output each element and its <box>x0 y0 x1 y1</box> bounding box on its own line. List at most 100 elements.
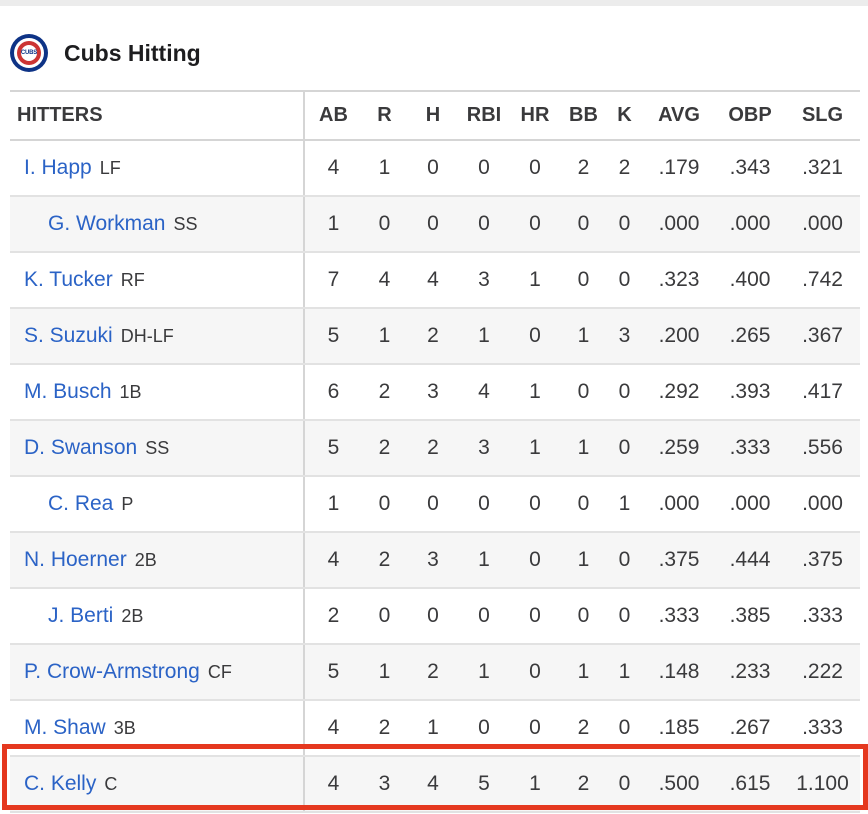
stat-avg: .000 <box>643 476 715 533</box>
player-name-link[interactable]: J. Berti <box>48 604 114 627</box>
stat-h: 0 <box>407 588 459 645</box>
stat-r: 2 <box>362 420 407 477</box>
stat-k: 0 <box>606 364 643 421</box>
col-header-bb[interactable]: BB <box>561 90 606 141</box>
player-name-link[interactable]: S. Suzuki <box>24 324 113 347</box>
table-row: N. Hoerner 2B 4 2 3 1 0 1 0.375.444.375 <box>10 532 860 589</box>
stat-k: 0 <box>606 700 643 757</box>
stat-ab: 4 <box>304 756 362 813</box>
stat-hr: 1 <box>509 364 561 421</box>
col-header-avg[interactable]: AVG <box>643 90 715 141</box>
stat-slg: .417 <box>785 364 860 421</box>
player-name-link[interactable]: D. Swanson <box>24 436 138 459</box>
stat-k: 0 <box>606 420 643 477</box>
table-row: G. Workman SS 1 0 0 0 0 0 0.000.000.000 <box>10 196 860 253</box>
col-header-h[interactable]: H <box>407 90 459 141</box>
stat-hr: 0 <box>509 476 561 533</box>
stat-bb: 1 <box>561 420 606 477</box>
table-row: P. Crow-Armstrong CF 5 1 2 1 0 1 1.148.233.222 <box>10 644 860 701</box>
stat-slg: 1.100 <box>785 756 860 813</box>
col-header-obp[interactable]: OBP <box>715 90 785 141</box>
col-header-rbi[interactable]: RBI <box>459 90 509 141</box>
player-name-link[interactable]: C. Rea <box>48 492 114 515</box>
table-row: M. Busch 1B 6 2 3 4 1 0 0.292.393.417 <box>10 364 860 421</box>
team-header: CUBS Cubs Hitting <box>10 33 201 73</box>
cubs-logo-icon: CUBS <box>10 34 48 72</box>
stat-bb: 0 <box>561 588 606 645</box>
stat-bb: 0 <box>561 476 606 533</box>
stat-h: 4 <box>407 252 459 309</box>
hitter-cell: I. Happ LF <box>10 140 305 197</box>
hitter-cell: J. Berti 2B <box>10 588 305 645</box>
stat-bb: 0 <box>561 364 606 421</box>
col-header-hitters[interactable]: HITTERS <box>10 90 305 141</box>
hitter-cell: M. Shaw 3B <box>10 700 305 757</box>
player-position: CF <box>207 662 232 682</box>
player-name-link[interactable]: P. Crow-Armstrong <box>24 660 200 683</box>
stat-slg: .333 <box>785 700 860 757</box>
player-name-link[interactable]: C. Kelly <box>24 772 97 795</box>
stat-r: 1 <box>362 140 407 197</box>
stat-ab: 4 <box>304 700 362 757</box>
stat-slg: .321 <box>785 140 860 197</box>
player-name-link[interactable]: N. Hoerner <box>24 548 127 571</box>
stat-rbi: 3 <box>459 420 509 477</box>
stat-ab: 5 <box>304 644 362 701</box>
col-header-ab[interactable]: AB <box>304 90 362 141</box>
stat-ab: 7 <box>304 252 362 309</box>
stat-ab: 5 <box>304 308 362 365</box>
hitter-cell: M. Busch 1B <box>10 364 305 421</box>
col-header-slg[interactable]: SLG <box>785 90 860 141</box>
player-position: P <box>121 494 134 514</box>
stat-h: 2 <box>407 644 459 701</box>
stat-k: 0 <box>606 252 643 309</box>
player-name-link[interactable]: M. Shaw <box>24 716 106 739</box>
logo-text: CUBS <box>21 45 37 61</box>
stat-h: 4 <box>407 756 459 813</box>
stat-k: 0 <box>606 532 643 589</box>
hitting-table: HITTERS AB R H RBI HR BB K AVG OBP SLG I… <box>10 90 860 813</box>
player-name-link[interactable]: M. Busch <box>24 380 112 403</box>
stat-avg: .148 <box>643 644 715 701</box>
stat-hr: 0 <box>509 532 561 589</box>
stat-bb: 1 <box>561 308 606 365</box>
player-position: 2B <box>121 606 144 626</box>
stat-k: 0 <box>606 196 643 253</box>
col-header-k[interactable]: K <box>606 90 643 141</box>
stat-r: 0 <box>362 196 407 253</box>
player-position: C <box>104 774 118 794</box>
stat-hr: 1 <box>509 420 561 477</box>
stat-bb: 0 <box>561 196 606 253</box>
stat-slg: .222 <box>785 644 860 701</box>
stat-avg: .000 <box>643 196 715 253</box>
stat-rbi: 1 <box>459 644 509 701</box>
player-position: RF <box>120 270 145 290</box>
hitter-cell: G. Workman SS <box>10 196 305 253</box>
stat-avg: .323 <box>643 252 715 309</box>
stat-obp: .000 <box>715 196 785 253</box>
stat-bb: 1 <box>561 644 606 701</box>
stat-slg: .375 <box>785 532 860 589</box>
stat-rbi: 1 <box>459 308 509 365</box>
stat-hr: 1 <box>509 756 561 813</box>
stat-slg: .367 <box>785 308 860 365</box>
col-header-r[interactable]: R <box>362 90 407 141</box>
player-position: DH-LF <box>120 326 174 346</box>
top-divider-band <box>0 0 868 6</box>
stat-rbi: 0 <box>459 196 509 253</box>
stat-bb: 1 <box>561 532 606 589</box>
col-header-hr[interactable]: HR <box>509 90 561 141</box>
hitter-cell: K. Tucker RF <box>10 252 305 309</box>
stat-obp: .000 <box>715 476 785 533</box>
stat-obp: .615 <box>715 756 785 813</box>
stat-r: 4 <box>362 252 407 309</box>
stat-r: 3 <box>362 756 407 813</box>
stat-h: 2 <box>407 420 459 477</box>
stat-h: 1 <box>407 700 459 757</box>
stat-rbi: 0 <box>459 476 509 533</box>
player-name-link[interactable]: G. Workman <box>48 212 166 235</box>
stat-slg: .333 <box>785 588 860 645</box>
player-name-link[interactable]: K. Tucker <box>24 268 113 291</box>
section-title: Cubs Hitting <box>64 39 201 66</box>
player-name-link[interactable]: I. Happ <box>24 156 92 179</box>
